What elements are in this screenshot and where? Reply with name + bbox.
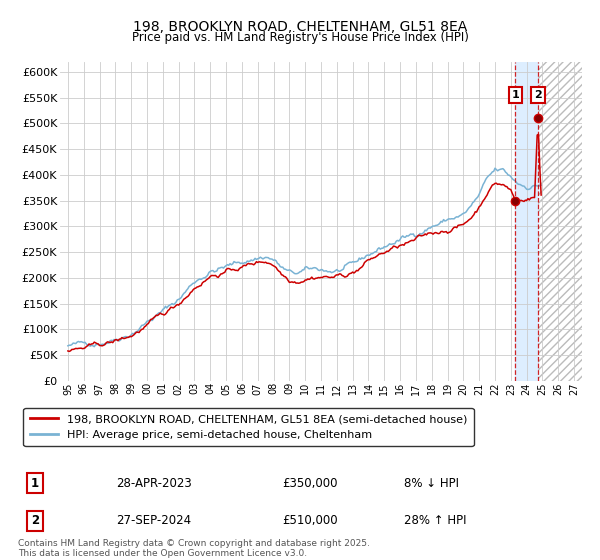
Legend: 198, BROOKLYN ROAD, CHELTENHAM, GL51 8EA (semi-detached house), HPI: Average pri: 198, BROOKLYN ROAD, CHELTENHAM, GL51 8EA…	[23, 408, 473, 446]
Text: 2: 2	[31, 515, 39, 528]
Text: 28% ↑ HPI: 28% ↑ HPI	[404, 515, 466, 528]
Bar	[538, 62, 582, 381]
Text: 2: 2	[534, 90, 542, 100]
Text: 27-SEP-2024: 27-SEP-2024	[116, 515, 191, 528]
Bar	[538, 62, 582, 381]
Text: 28-APR-2023: 28-APR-2023	[116, 477, 191, 489]
Text: £510,000: £510,000	[283, 515, 338, 528]
Text: Contains HM Land Registry data © Crown copyright and database right 2025.
This d: Contains HM Land Registry data © Crown c…	[18, 539, 370, 558]
Text: 1: 1	[512, 90, 519, 100]
Text: 1: 1	[31, 477, 39, 489]
Text: Price paid vs. HM Land Registry's House Price Index (HPI): Price paid vs. HM Land Registry's House …	[131, 31, 469, 44]
Text: 8% ↓ HPI: 8% ↓ HPI	[404, 477, 458, 489]
Text: 198, BROOKLYN ROAD, CHELTENHAM, GL51 8EA: 198, BROOKLYN ROAD, CHELTENHAM, GL51 8EA	[133, 20, 467, 34]
Text: £350,000: £350,000	[283, 477, 338, 489]
Bar	[515, 62, 538, 381]
